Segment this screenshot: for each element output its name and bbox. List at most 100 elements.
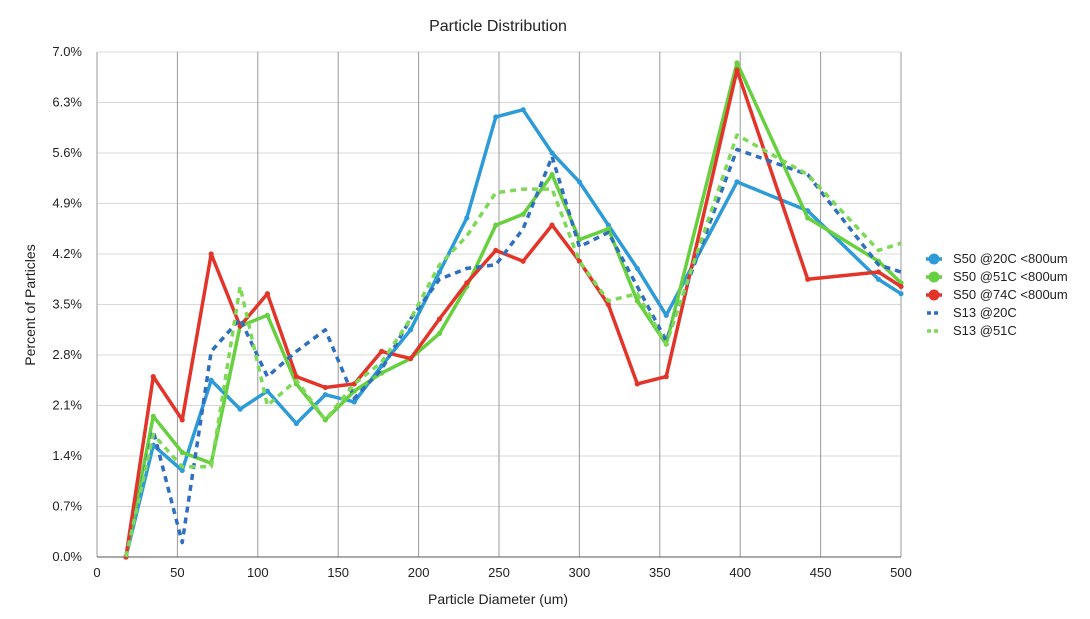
y-tick-label: 2.1% <box>52 398 82 413</box>
legend-item: S50 @74C <800um <box>926 287 1068 302</box>
data-point <box>379 348 385 354</box>
data-point <box>436 269 443 275</box>
legend-label: S50 @20C <800um <box>953 251 1068 266</box>
x-tick-label: 150 <box>327 565 349 580</box>
data-point <box>464 280 470 286</box>
x-tick-label: 450 <box>810 565 832 580</box>
data-point <box>436 316 443 322</box>
data-point <box>576 258 583 264</box>
data-point <box>634 265 640 272</box>
series-line <box>124 61 903 559</box>
data-point <box>605 222 611 228</box>
data-point <box>734 179 740 185</box>
data-point <box>208 251 214 257</box>
data-point <box>407 327 414 333</box>
data-point <box>549 150 555 156</box>
grid-layer <box>96 51 902 558</box>
data-point <box>634 298 640 304</box>
data-point <box>179 417 185 423</box>
legend-marker <box>928 271 940 283</box>
data-point <box>237 406 243 412</box>
y-tick-label: 4.2% <box>52 246 82 261</box>
data-point <box>663 374 669 380</box>
x-tick-label: 50 <box>170 565 184 580</box>
series-line <box>124 107 903 559</box>
series-layer <box>123 60 904 560</box>
series-1 <box>123 60 904 560</box>
data-point <box>634 381 640 387</box>
data-point <box>264 291 271 297</box>
y-tick-label: 0.7% <box>52 499 82 514</box>
data-point <box>493 247 499 253</box>
data-point <box>805 276 811 282</box>
axis-layer: 0.0% 0.7% 1.4% 2.1% 2.8% 3.5% 4.2% 4.9% 5.6% 6.3%… <box>52 44 911 580</box>
data-point <box>208 377 214 383</box>
data-point <box>179 467 185 474</box>
legend-label: S13 @51C <box>953 323 1017 338</box>
data-point <box>875 276 882 282</box>
y-tick-label: 7.0% <box>52 44 82 59</box>
y-tick-label: 3.5% <box>52 297 82 312</box>
x-tick-label: 400 <box>729 565 751 580</box>
x-axis-title: Particle Diameter (um) <box>428 591 568 607</box>
y-tick-label: 1.4% <box>52 448 82 463</box>
x-tick-label: 100 <box>247 565 269 580</box>
data-point <box>520 107 526 113</box>
data-point <box>351 399 357 405</box>
data-point <box>436 330 443 336</box>
legend-item: S50 @51C <800um <box>926 269 1068 284</box>
y-tick-label: 6.3% <box>52 95 82 110</box>
data-point <box>549 172 555 178</box>
legend-marker <box>928 253 940 265</box>
y-tick-label: 5.6% <box>52 145 82 160</box>
y-tick-label: 0.0% <box>52 549 82 564</box>
legend-marker <box>928 289 940 301</box>
x-tick-label: 350 <box>649 565 671 580</box>
y-tick-label: 4.9% <box>52 196 82 211</box>
data-point <box>293 420 299 427</box>
data-point <box>520 258 526 264</box>
chart-title: Particle Distribution <box>429 18 567 35</box>
data-point <box>150 374 156 380</box>
series-4 <box>124 133 902 558</box>
data-point <box>322 384 328 391</box>
data-point <box>576 179 583 185</box>
data-point <box>605 301 611 308</box>
y-tick-label: 2.8% <box>52 347 82 362</box>
legend: S50 @20C <800um S50 @51C <800um S50 @74C <… <box>926 251 1068 338</box>
data-point <box>605 226 611 232</box>
data-point <box>805 215 811 221</box>
data-point <box>264 312 271 318</box>
data-point <box>351 388 357 394</box>
data-point <box>322 392 328 398</box>
series-line <box>124 133 902 558</box>
legend-item: S13 @20C <box>927 305 1017 320</box>
data-point <box>663 312 669 318</box>
data-point <box>293 374 299 380</box>
x-tick-label: 300 <box>569 565 591 580</box>
data-point <box>520 211 526 217</box>
x-tick-label: 250 <box>488 565 510 580</box>
data-point <box>875 269 882 275</box>
data-point <box>407 356 414 362</box>
data-point <box>898 291 904 297</box>
data-point <box>493 222 499 228</box>
legend-item: S50 @20C <800um <box>926 251 1068 266</box>
legend-label: S50 @74C <800um <box>953 287 1068 302</box>
series-line <box>124 68 903 559</box>
legend-item: S13 @51C <box>927 323 1017 338</box>
x-tick-label: 500 <box>890 565 912 580</box>
data-point <box>179 449 185 455</box>
data-point <box>734 60 740 66</box>
data-point <box>150 413 156 419</box>
data-point <box>464 215 470 221</box>
data-point <box>898 283 904 290</box>
y-axis-title: Percent of Particles <box>22 244 38 365</box>
x-tick-label: 0 <box>93 565 100 580</box>
data-point <box>549 222 555 228</box>
legend-label: S13 @20C <box>953 305 1017 320</box>
data-point <box>493 114 499 120</box>
data-point <box>734 67 740 73</box>
x-tick-label: 200 <box>408 565 430 580</box>
